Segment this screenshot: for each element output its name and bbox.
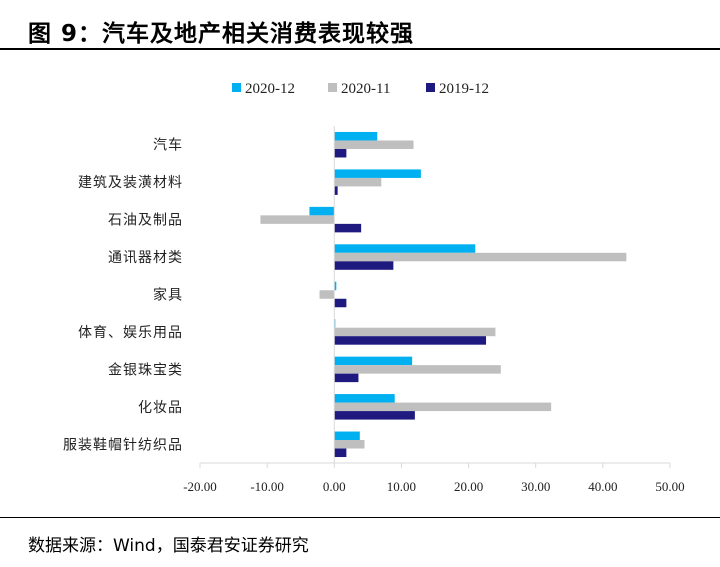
bar-2020-11-4 xyxy=(319,290,335,299)
x-tick-label: -10.00 xyxy=(250,479,284,494)
bar-2020-11-8 xyxy=(334,440,365,449)
bar-2020-12-6 xyxy=(334,356,413,366)
bar-2020-11-7 xyxy=(334,402,552,412)
bar-2020-11-3 xyxy=(334,252,627,262)
bar-2020-11-2 xyxy=(260,215,335,224)
x-tick-label: 30.00 xyxy=(521,479,550,494)
bar-2019-12-2 xyxy=(334,223,362,233)
bar-2019-12-4 xyxy=(334,298,347,308)
bar-2020-11-0 xyxy=(334,140,414,149)
title-divider xyxy=(0,48,720,50)
category-label: 金银珠宝类 xyxy=(108,362,183,378)
category-label: 服装鞋帽针纺织品 xyxy=(63,437,183,453)
x-tick-label: 50.00 xyxy=(655,479,684,494)
page-title: 图 9：汽车及地产相关消费表现较强 xyxy=(28,21,415,47)
bar-2019-12-8 xyxy=(334,448,347,458)
bar-2020-12-8 xyxy=(334,431,360,441)
x-tick-label: 40.00 xyxy=(588,479,617,494)
legend-swatch-2020-11 xyxy=(328,83,337,92)
bar-2020-12-1 xyxy=(334,169,421,178)
category-label: 石油及制品 xyxy=(108,213,183,229)
bar-2019-12-6 xyxy=(334,373,359,383)
category-label: 汽车 xyxy=(153,137,183,154)
legend-swatch-2019-12 xyxy=(426,83,435,92)
bar-2020-11-1 xyxy=(334,177,382,187)
x-tick-label: 20.00 xyxy=(454,479,483,494)
footer-divider xyxy=(0,517,720,518)
bar-2020-12-4 xyxy=(334,281,337,291)
bar-2020-12-0 xyxy=(334,131,378,141)
category-label: 体育、娱乐用品 xyxy=(78,325,183,341)
bar-2019-12-5 xyxy=(334,336,487,345)
chart-legend: 2020-12 2020-11 2019-12 xyxy=(232,81,489,97)
x-tick-label: -20.00 xyxy=(183,479,217,494)
bar-2019-12-0 xyxy=(334,148,347,158)
x-tick-label: 10.00 xyxy=(387,479,416,494)
bar-2020-11-5 xyxy=(334,327,496,337)
category-labels: 汽车建筑及装潢材料石油及制品通讯器材类家具体育、娱乐用品金银珠宝类化妆品服装鞋帽… xyxy=(63,137,183,454)
source-note: 数据来源：Wind，国泰君安证券研究 xyxy=(28,536,309,556)
legend-label-2019-12: 2019-12 xyxy=(439,81,489,97)
legend-swatch-2020-12 xyxy=(232,83,241,92)
legend-label-2020-12: 2020-12 xyxy=(245,81,295,97)
category-label: 家具 xyxy=(153,287,183,304)
category-label: 化妆品 xyxy=(138,400,183,416)
bar-2019-12-3 xyxy=(334,261,394,270)
x-tick-label: 0.00 xyxy=(323,479,346,494)
bar-2020-12-3 xyxy=(334,244,476,253)
chart-bars xyxy=(260,131,627,458)
bar-2020-11-6 xyxy=(334,365,501,374)
x-axis: -20.00 -10.00 0.00 10.00 20.00 30.00 40.00 50.0… xyxy=(183,126,685,494)
bar-2019-12-7 xyxy=(334,411,415,420)
bar-2020-12-7 xyxy=(334,394,395,403)
bar-2019-12-1 xyxy=(334,186,338,195)
legend-label-2020-11: 2020-11 xyxy=(341,81,390,97)
category-label: 通讯器材类 xyxy=(108,250,183,266)
category-label: 建筑及装潢材料 xyxy=(78,175,183,191)
bar-2020-12-2 xyxy=(309,206,335,216)
